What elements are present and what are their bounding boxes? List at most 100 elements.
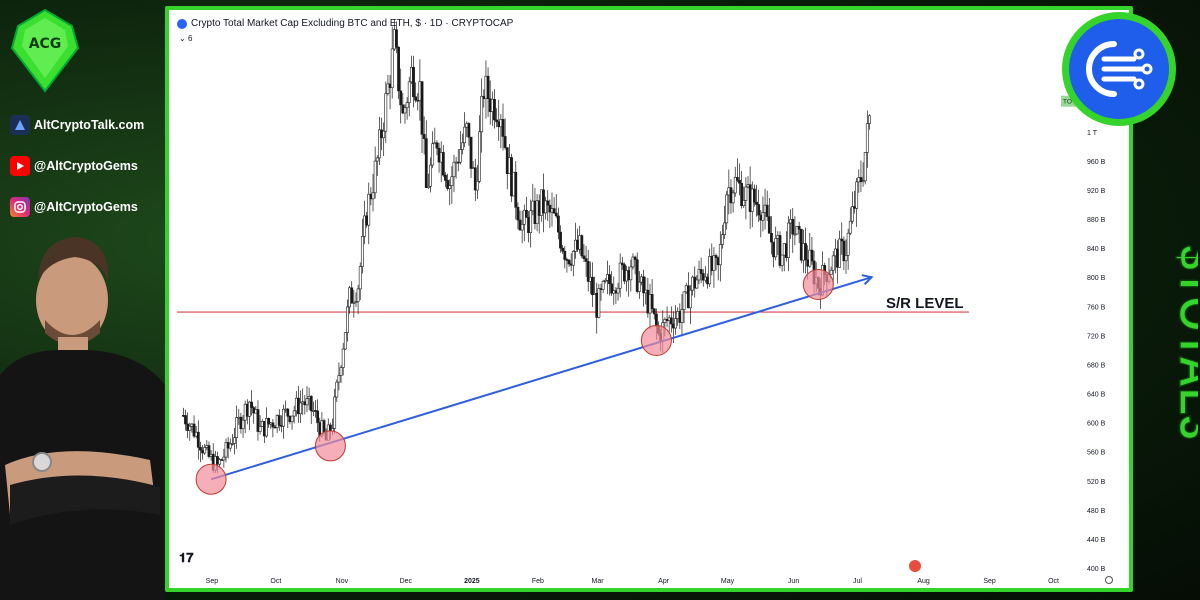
candle-body [544, 200, 548, 214]
chart-panel[interactable]: Crypto Total Market Cap Excluding BTC an… [165, 6, 1133, 592]
candle-body [718, 244, 722, 266]
candle-body [343, 332, 347, 350]
candle-body [444, 174, 447, 181]
candle-body [265, 418, 268, 437]
candle-body [469, 136, 473, 169]
candle-body [597, 288, 601, 318]
candle-body [735, 177, 739, 181]
sidebar-link-youtube[interactable]: @AltCryptoGems [10, 156, 138, 176]
candle-body [467, 123, 471, 138]
website-label: AltCryptoTalk.com [34, 118, 145, 132]
candle-body [458, 149, 462, 163]
candle-body [435, 142, 439, 149]
candle-body [495, 119, 498, 123]
candle-body [341, 348, 345, 368]
trendline [210, 276, 872, 481]
candle-body [697, 269, 701, 281]
candle-body [844, 255, 848, 262]
candle-body [618, 262, 622, 289]
instagram-label: @AltCryptoGems [34, 200, 138, 214]
candle-body [608, 274, 611, 285]
youtube-label: @AltCryptoGems [34, 159, 138, 173]
us-flag-icon [909, 560, 921, 572]
y-tick-label: 720 B [1087, 333, 1106, 340]
candle-body [616, 287, 620, 294]
candle-body [793, 233, 797, 236]
candle-body [740, 182, 744, 207]
candle-body [635, 259, 639, 292]
candle-body [559, 231, 562, 249]
ticker-vertical-label: $TOTAL3 [1167, 245, 1198, 441]
candle-body [292, 410, 296, 417]
candle-body [277, 415, 281, 426]
y-tick-label: 600 B [1087, 421, 1106, 428]
candle-body [757, 204, 761, 216]
x-tick-label: Apr [658, 578, 670, 585]
candle-body [797, 226, 801, 230]
candle-body [384, 93, 388, 132]
network-icon [1086, 41, 1153, 97]
candle-body [859, 177, 863, 183]
candle-body [610, 283, 614, 294]
candle-body [431, 143, 435, 166]
candle-body [192, 423, 196, 437]
candle-body [267, 418, 271, 425]
candle-body [397, 46, 400, 92]
candle-body [831, 255, 835, 271]
candle-body [199, 447, 202, 451]
candle-body [203, 447, 207, 454]
candle-body [235, 417, 239, 438]
svg-text:ACG: ACG [29, 36, 62, 52]
candle-body [514, 171, 518, 208]
candle-body [842, 240, 846, 262]
candle-body [637, 281, 641, 292]
candle-body [224, 442, 228, 458]
candle-body [478, 131, 481, 182]
candle-body [305, 398, 309, 406]
candle-body [390, 48, 394, 88]
y-tick-label: 1 T [1087, 130, 1098, 137]
candle-body [371, 192, 375, 200]
candle-body [228, 443, 232, 449]
candle-body [360, 235, 364, 267]
candle-body [865, 123, 869, 153]
youtube-icon [10, 156, 30, 176]
candle-body [851, 206, 854, 222]
y-tick-label: 680 B [1087, 362, 1106, 369]
candle-body [316, 410, 320, 423]
candle-body [218, 459, 222, 465]
candle-body [810, 249, 814, 262]
candle-body [689, 289, 692, 309]
candle-body [761, 212, 765, 221]
candle-body [335, 381, 339, 398]
candle-body [450, 176, 454, 186]
indicator-count: 6 [187, 34, 193, 43]
candle-body [386, 83, 390, 94]
candle-body [631, 256, 635, 268]
candle-body [868, 115, 871, 124]
brand-logo: ACG [10, 8, 80, 93]
candle-body [714, 255, 718, 258]
symbol-icon [177, 18, 187, 29]
candle-body [299, 402, 302, 415]
candle-body [424, 138, 428, 188]
candle-body [580, 235, 584, 257]
candle-body [516, 206, 520, 221]
candle-body [795, 226, 799, 235]
candle-body [742, 200, 746, 207]
candle-body [395, 29, 398, 48]
candle-body [222, 456, 226, 461]
instagram-icon [10, 197, 30, 217]
candle-body [767, 216, 771, 234]
candle-body [480, 95, 484, 133]
candle-body [333, 396, 337, 429]
candle-body [650, 294, 654, 310]
x-tick-label: Mar [592, 578, 605, 585]
settings-icon[interactable] [1105, 576, 1113, 584]
sidebar-link-instagram[interactable]: @AltCryptoGems [10, 197, 138, 217]
candle-body [463, 126, 467, 144]
candle-body [452, 161, 456, 178]
indicator-toggle[interactable]: ⌄ 6 [179, 34, 193, 43]
sidebar-link-website[interactable]: AltCryptoTalk.com [10, 115, 144, 135]
